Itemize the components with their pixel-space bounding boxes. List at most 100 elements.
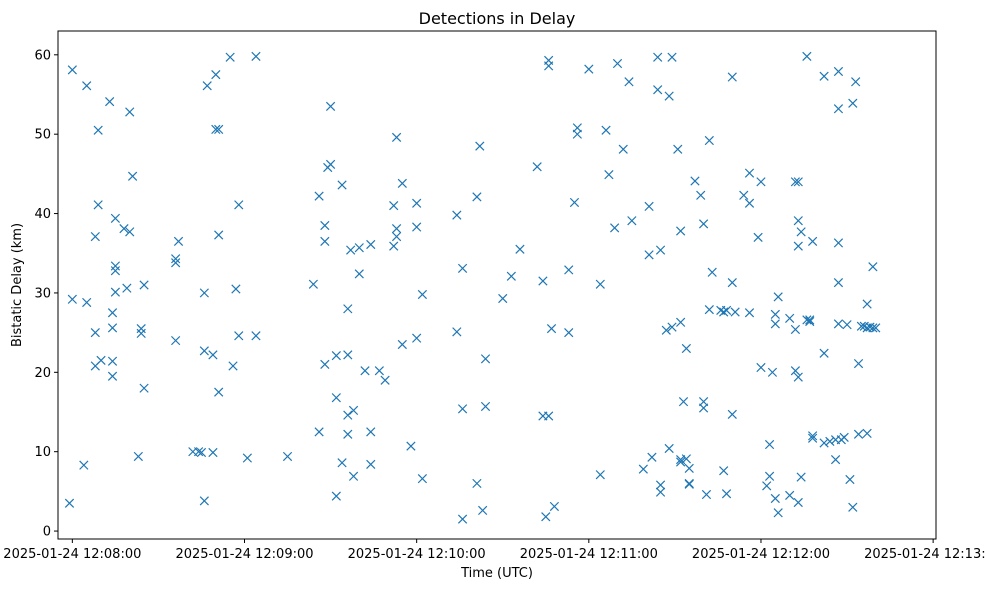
data-point (337, 458, 347, 468)
data-point (96, 355, 106, 366)
data-point (819, 71, 829, 81)
data-point (624, 77, 634, 87)
data-point (756, 362, 766, 373)
data-point (320, 220, 330, 231)
data-point (139, 280, 149, 290)
data-point (544, 61, 554, 71)
data-point (251, 331, 261, 341)
data-point (320, 359, 330, 369)
data-point (721, 489, 732, 499)
data-point (744, 168, 755, 178)
data-point (842, 320, 852, 330)
data-point (807, 236, 818, 246)
data-point (667, 322, 677, 332)
data-point (472, 478, 482, 489)
data-point (796, 472, 806, 482)
data-point (684, 479, 694, 489)
data-point (122, 283, 132, 293)
data-point (193, 447, 204, 457)
data-point (612, 58, 623, 69)
data-point (225, 52, 235, 62)
data-point (457, 514, 468, 524)
data-point (853, 429, 864, 439)
data-point (595, 470, 605, 480)
data-point (868, 323, 878, 333)
data-point (107, 356, 118, 366)
data-point (802, 51, 812, 62)
data-point (681, 343, 691, 354)
x-tick-label: 2025-01-24 12:13:00 (864, 547, 985, 562)
y-axis-ticks: 0 10 20 30 40 50 60 (34, 48, 58, 540)
data-point (569, 197, 580, 208)
data-point (595, 279, 605, 289)
data-point (325, 101, 336, 112)
data-point (343, 429, 353, 439)
data-point (851, 77, 861, 87)
data-point (853, 358, 864, 369)
data-point (208, 350, 218, 360)
plot-frame (57, 30, 937, 540)
y-tick-label: 10 (34, 445, 51, 460)
data-point (110, 213, 121, 223)
x-tick-label: 2025-01-24 12:09:00 (175, 547, 313, 562)
data-point (549, 501, 560, 512)
data-point (125, 107, 135, 117)
data-point (360, 366, 370, 376)
data-point (308, 279, 318, 289)
data-point (848, 98, 858, 108)
data-point (79, 460, 89, 470)
data-point (868, 262, 878, 272)
y-axis-label: Bistatic Delay (km) (10, 223, 25, 347)
data-point (366, 239, 376, 250)
data-point (90, 231, 100, 242)
data-point (819, 348, 829, 358)
data-point (773, 508, 783, 518)
y-tick-label: 50 (34, 128, 51, 143)
data-point (664, 443, 674, 454)
data-point (343, 350, 353, 360)
data-point (391, 224, 402, 234)
data-point (610, 223, 620, 233)
data-point (655, 245, 666, 255)
data-point (544, 411, 554, 421)
data-point (331, 393, 341, 403)
data-point (208, 447, 218, 458)
data-point (314, 427, 324, 437)
data-point (744, 198, 755, 208)
data-point (457, 263, 468, 273)
data-point (202, 81, 212, 91)
data-point (793, 372, 803, 382)
data-point (136, 328, 146, 339)
data-point (627, 216, 637, 226)
data-point (397, 178, 407, 189)
x-tick-label: 2025-01-24 12:11:00 (520, 547, 658, 562)
data-point (139, 383, 149, 393)
data-point (214, 230, 224, 240)
data-point (412, 333, 422, 343)
data-point (452, 327, 462, 337)
data-point (647, 452, 657, 462)
data-point (133, 451, 143, 462)
data-point (848, 502, 858, 512)
data-point (67, 294, 77, 304)
data-point (833, 238, 844, 248)
data-point (348, 405, 359, 416)
data-point (856, 321, 867, 331)
data-point (417, 289, 428, 300)
data-point (107, 323, 118, 333)
data-point (790, 177, 801, 187)
data-point (793, 177, 803, 187)
data-point (136, 324, 146, 334)
data-point (196, 447, 207, 458)
data-point (343, 410, 353, 420)
data-point (199, 288, 209, 298)
data-point (676, 317, 686, 327)
data-point (564, 328, 574, 338)
data-point (478, 505, 488, 516)
data-point (171, 335, 181, 346)
data-point (584, 64, 594, 74)
data-point (678, 397, 689, 407)
data-point (638, 464, 648, 474)
data-point (793, 241, 803, 251)
